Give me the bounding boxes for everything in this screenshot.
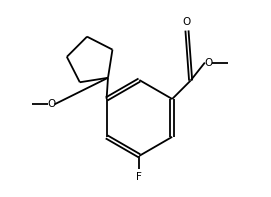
Text: O: O <box>47 99 55 109</box>
Text: O: O <box>204 58 212 68</box>
Text: O: O <box>183 17 191 27</box>
Text: F: F <box>136 172 142 182</box>
